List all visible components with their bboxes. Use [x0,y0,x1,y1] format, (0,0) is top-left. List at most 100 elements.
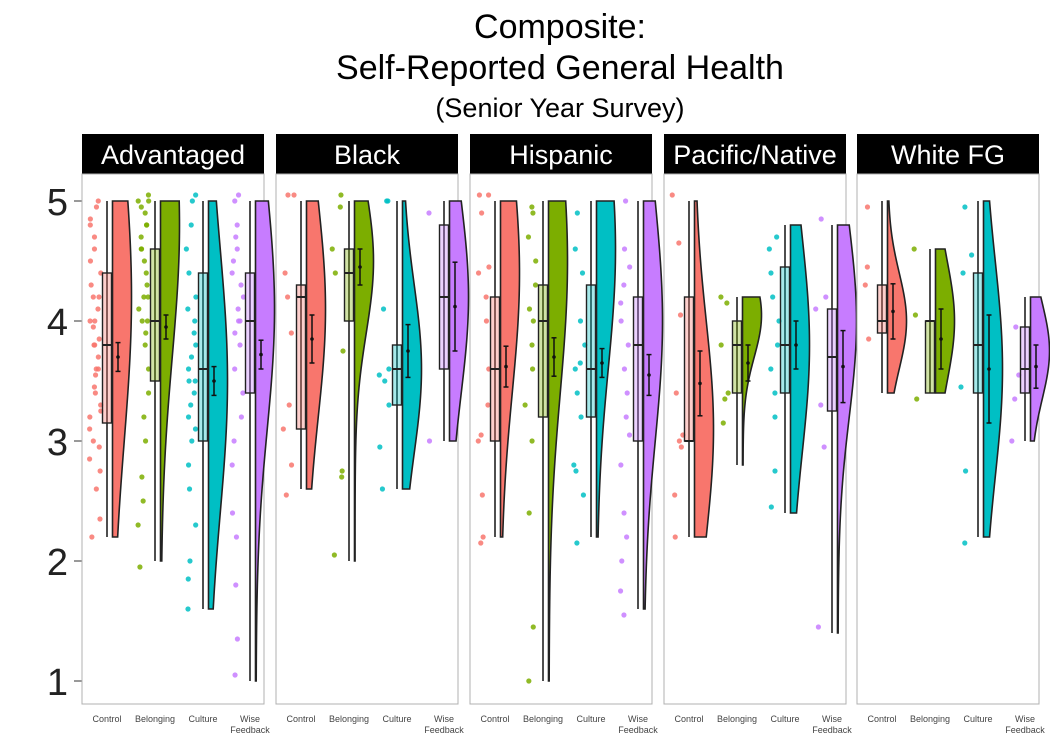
condition-group [862,200,908,394]
chart-title-line-1: Composite: [474,8,646,46]
mean-point [939,337,943,341]
data-point [483,294,489,300]
data-point [669,192,675,198]
data-point [478,432,484,438]
data-point [574,540,580,546]
box [924,320,936,394]
box [1019,326,1031,394]
data-point [386,402,392,408]
data-point [475,438,481,444]
x-tick-label: Belonging [523,714,563,724]
facet-strip-label: White FG [891,140,1005,170]
data-point [135,198,141,204]
data-point [526,510,532,516]
x-tick-label: Belonging [910,714,950,724]
mean-point [358,265,362,269]
data-point [191,330,197,336]
data-point [480,534,486,540]
facet-panel: Hispanic Control Belonging Culture WiseFeedb… [469,134,664,735]
data-point [138,204,144,210]
data-point [229,270,235,276]
data-point [89,534,95,540]
chart-subtitle: (Senior Year Survey) [435,93,684,123]
facet-strip-label: Advantaged [101,140,245,170]
data-point [191,390,197,396]
data-point [93,486,99,492]
data-point [285,294,291,300]
data-point [140,498,146,504]
data-point [87,222,93,228]
box [295,284,307,430]
data-point [486,264,492,270]
data-point [911,246,917,252]
half-violin [305,200,327,490]
facet-strip [470,134,652,174]
data-point [229,510,236,516]
half-violin [159,200,181,562]
data-point [237,318,243,324]
data-point [572,366,578,372]
data-point [485,402,491,408]
data-point [188,354,195,360]
data-point [626,432,633,438]
condition-group [426,200,470,444]
data-point [962,204,968,210]
condition-group [911,246,956,402]
data-point [92,390,98,396]
data-point [530,210,536,216]
data-point [962,468,969,474]
data-point [288,462,295,468]
box [343,248,355,322]
data-point [340,348,346,354]
data-point [618,318,624,324]
half-violin [741,296,763,466]
condition-group [617,198,664,618]
data-point [962,540,968,546]
half-violin [886,200,908,394]
data-point [485,192,492,198]
data-point [92,318,98,324]
data-point [90,294,96,300]
data-point [573,468,579,474]
data-point [238,414,244,420]
x-tick-label: Wise [434,714,454,724]
data-point [189,198,195,204]
data-point [532,282,539,288]
data-point [87,216,93,222]
data-point [1013,324,1019,330]
data-point [237,342,243,348]
half-violin [207,200,229,610]
data-point [621,612,627,618]
data-point [479,492,485,498]
data-point [95,366,101,372]
data-point [577,318,584,324]
data-point [280,426,286,432]
data-point [618,300,624,306]
data-point [186,270,192,276]
condition-group [376,198,423,492]
data-point [384,198,390,204]
data-point [87,414,93,420]
data-point [530,318,536,324]
data-point [823,294,829,300]
data-point [386,366,392,372]
data-point [141,294,147,300]
half-violin [836,224,858,634]
facet-strip [664,134,846,174]
data-point [718,294,724,300]
data-point [192,318,198,324]
data-point [624,390,630,396]
data-point [768,366,774,372]
data-point [818,216,824,222]
box [779,266,791,394]
data-point [337,204,343,210]
data-point [189,438,195,444]
mean-point [698,381,702,386]
x-tick-label: Wise [822,714,842,724]
data-point [139,318,145,324]
x-tick-label: Control [286,714,315,724]
data-point [676,240,682,246]
mean-point [406,349,410,353]
